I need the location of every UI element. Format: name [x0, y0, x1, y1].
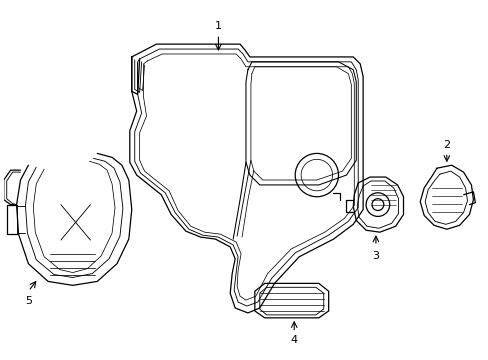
- Text: 3: 3: [372, 251, 379, 261]
- Text: 1: 1: [214, 21, 222, 31]
- Text: 5: 5: [25, 296, 32, 306]
- Text: 2: 2: [442, 140, 449, 149]
- Text: 4: 4: [290, 336, 297, 346]
